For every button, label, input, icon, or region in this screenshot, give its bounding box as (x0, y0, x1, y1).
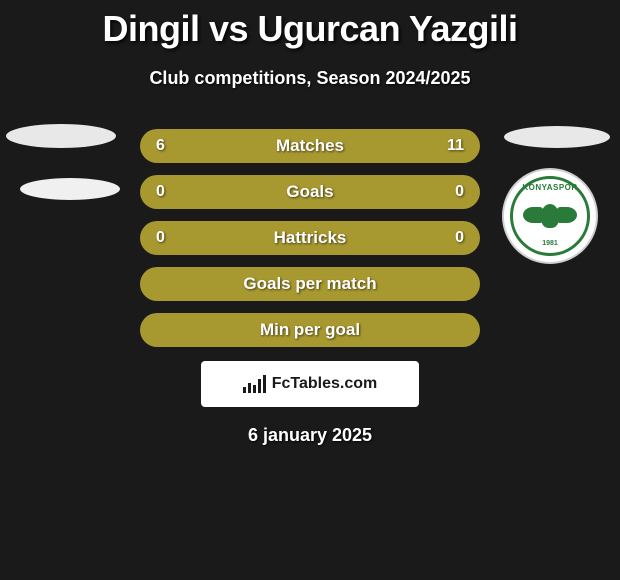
page-title: Dingil vs Ugurcan Yazgili (0, 0, 620, 50)
ellipse-shape (6, 124, 116, 148)
stat-row-goals: 0 Goals 0 (140, 175, 480, 209)
club-year: 1981 (542, 240, 558, 247)
chart-icon (243, 375, 266, 393)
footer-badge: FcTables.com (201, 361, 419, 407)
footer-date: 6 january 2025 (0, 425, 620, 446)
stat-right-value: 0 (455, 183, 464, 201)
stat-row-matches: 6 Matches 11 (140, 129, 480, 163)
stat-row-goals-per-match: Goals per match (140, 267, 480, 301)
stat-row-min-per-goal: Min per goal (140, 313, 480, 347)
footer-brand: FcTables.com (272, 375, 378, 393)
stat-row-hattricks: 0 Hattricks 0 (140, 221, 480, 255)
stat-label: Hattricks (274, 228, 347, 248)
stat-label: Goals (286, 182, 333, 202)
stat-left-value: 6 (156, 137, 165, 155)
ellipse-shape (20, 178, 120, 200)
stat-right-value: 0 (455, 229, 464, 247)
ellipse-shape (504, 126, 610, 148)
stat-label: Goals per match (243, 274, 376, 294)
stat-left-value: 0 (156, 229, 165, 247)
eagle-icon (525, 201, 575, 231)
stat-label: Min per goal (260, 320, 360, 340)
stat-left-value: 0 (156, 183, 165, 201)
stat-label: Matches (276, 136, 344, 156)
subtitle: Club competitions, Season 2024/2025 (0, 68, 620, 89)
club-badge-inner: KONYASPOR 1981 (510, 176, 590, 256)
club-name: KONYASPOR (522, 183, 577, 192)
stat-right-value: 11 (447, 137, 464, 155)
club-badge: KONYASPOR 1981 (502, 168, 598, 264)
